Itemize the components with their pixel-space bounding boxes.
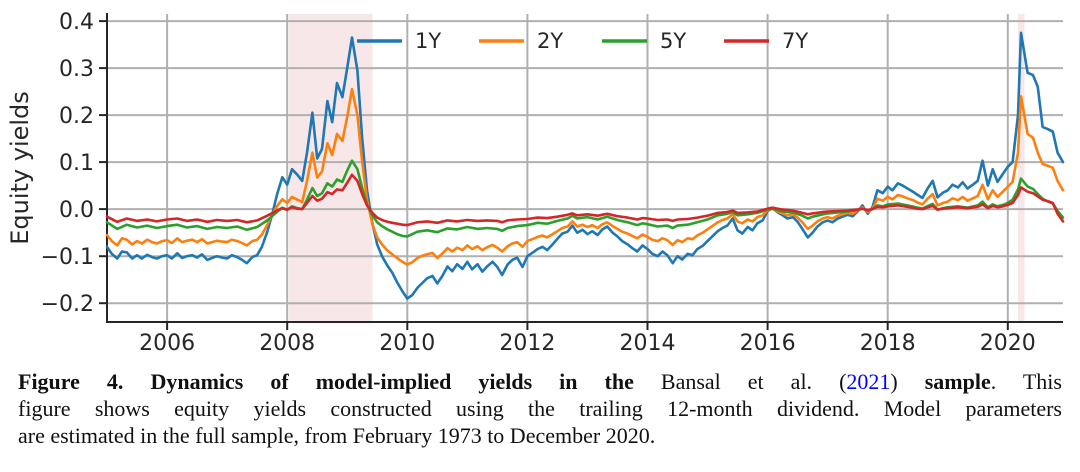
axis-ticks bbox=[99, 20, 1009, 330]
x-tick-label: 2010 bbox=[379, 331, 435, 356]
y-tick-label: 0.3 bbox=[59, 57, 94, 82]
series-line-7Y bbox=[105, 173, 1065, 227]
y-tick-label: 0.1 bbox=[59, 151, 94, 176]
caption-text-this: . This bbox=[990, 369, 1062, 394]
y-tick-label: 0.4 bbox=[59, 10, 94, 35]
equity-yields-chart: 2006 2008 2010 2012 2014 2016 2018 2020 −0.2 −0.1… bbox=[6, 10, 1065, 356]
x-tick-label: 2014 bbox=[620, 331, 676, 356]
recession-band bbox=[289, 14, 373, 322]
equity-yields-figure: 2006 2008 2010 2012 2014 2016 2018 2020 −0.2 −0.1… bbox=[6, 10, 1065, 356]
legend-label-1Y: 1Y bbox=[415, 29, 441, 53]
x-tick-label: 2006 bbox=[139, 331, 195, 356]
series-line-1Y bbox=[105, 31, 1065, 300]
x-tick-label: 2018 bbox=[860, 331, 916, 356]
citation-link-2021[interactable]: 2021 bbox=[846, 369, 891, 394]
legend-label-5Y: 5Y bbox=[660, 29, 686, 53]
caption-citation-text: Bansal et al. ( bbox=[660, 369, 847, 394]
legend: 1Y 2Y 5Y 7Y bbox=[357, 29, 808, 53]
caption-line-2: figure shows equity yields constructed u… bbox=[18, 396, 1062, 421]
figure-caption: Figure 4. Dynamics of model-implied yiel… bbox=[18, 368, 1062, 449]
y-tick-label: 0.0 bbox=[59, 198, 94, 223]
x-tick-label: 2008 bbox=[259, 331, 315, 356]
y-tick-label: −0.1 bbox=[41, 245, 94, 270]
recession-bands bbox=[289, 14, 1025, 322]
x-tick-label: 2020 bbox=[980, 331, 1036, 356]
x-tick-labels: 2006 2008 2010 2012 2014 2016 2018 2020 bbox=[139, 331, 1036, 356]
series-line-2Y bbox=[105, 87, 1065, 266]
legend-label-2Y: 2Y bbox=[537, 29, 563, 53]
caption-line-3: are estimated in the full sample, from F… bbox=[18, 423, 656, 448]
y-axis-label: Equity yields bbox=[6, 91, 34, 245]
axis-spines bbox=[106, 13, 1063, 323]
legend-label-7Y: 7Y bbox=[782, 29, 808, 53]
x-tick-label: 2016 bbox=[740, 331, 796, 356]
recession-band bbox=[1018, 14, 1025, 322]
caption-bold-sample: sample bbox=[924, 369, 991, 394]
x-tick-label: 2012 bbox=[499, 331, 555, 356]
gridlines bbox=[107, 14, 1063, 322]
y-tick-label: 0.2 bbox=[59, 104, 94, 129]
caption-citation-close: ) bbox=[890, 369, 925, 394]
caption-bold-title: Figure 4. Dynamics of model-implied yiel… bbox=[18, 369, 661, 394]
y-tick-label: −0.2 bbox=[41, 292, 94, 317]
caption-line-1: Figure 4. Dynamics of model-implied yiel… bbox=[18, 368, 1062, 395]
y-tick-labels: −0.2 −0.1 0.0 0.1 0.2 0.3 0.4 bbox=[41, 10, 94, 317]
